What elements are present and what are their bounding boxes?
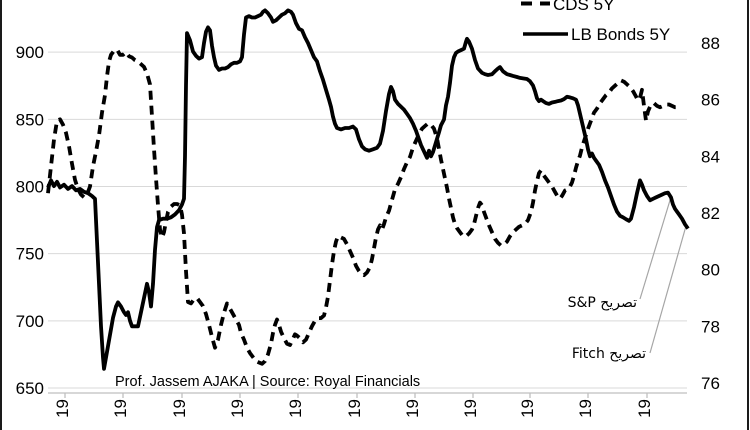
gridlines (48, 51, 687, 389)
legend-cds-label: CDS 5Y (553, 0, 614, 14)
x-axis-tick-label: 19 (286, 399, 305, 418)
legend-lb-label: LB Bonds 5Y (571, 25, 670, 44)
x-axis-tick-label: 19 (461, 399, 480, 418)
y-axis-left-tick-label: 850 (16, 110, 44, 129)
y-axis-right-tick-label: 88 (701, 34, 720, 53)
x-axis-ticks: 19 19 19 19 19 19 19 19 19 19 19 (53, 393, 654, 418)
y-axis-left-tick-label: 750 (16, 245, 44, 264)
x-axis-tick-label: 19 (518, 399, 537, 418)
x-axis-tick-label: 19 (403, 399, 422, 418)
source-credit: Prof. Jassem AJAKA | Source: Royal Finan… (115, 374, 420, 390)
x-axis-tick-label: 19 (576, 399, 595, 418)
sp-annotation-leader-line (639, 196, 672, 300)
data-series (46, 8, 690, 371)
y-axis-right-tick-label: 76 (701, 374, 720, 393)
fitch-statement-annotation: Fitch تصريح (572, 346, 646, 362)
x-axis-tick-label: 19 (228, 399, 247, 418)
y-axis-right-labels: 76 78 80 82 84 86 88 (701, 34, 720, 393)
y-axis-right-tick-label: 80 (701, 261, 720, 280)
x-axis-tick-label: 19 (53, 399, 72, 418)
cds-5y-line (46, 47, 682, 366)
y-axis-left-tick-label: 800 (16, 177, 44, 196)
y-axis-left-labels: 650 700 750 800 850 900 (16, 43, 44, 398)
y-axis-right-tick-label: 78 (701, 317, 720, 336)
x-axis-tick-label: 19 (345, 399, 364, 418)
x-axis-tick-label: 19 (170, 399, 189, 418)
legend: CDS 5Y LB Bonds 5Y (521, 0, 670, 44)
y-axis-left-tick-label: 650 (16, 379, 44, 398)
x-axis-tick-label: 19 (111, 399, 130, 418)
sp-statement-annotation: S&P تصريح (568, 295, 638, 311)
lb-bonds-5y-line (46, 8, 690, 371)
y-axis-left-tick-label: 700 (16, 312, 44, 331)
y-axis-left-tick-label: 900 (16, 43, 44, 62)
fitch-annotation-leader-line (649, 225, 687, 354)
y-axis-right-tick-label: 82 (701, 204, 720, 223)
y-axis-right-tick-label: 84 (701, 147, 720, 166)
y-axis-right-tick-label: 86 (701, 91, 720, 110)
x-axis-tick-label: 19 (635, 399, 654, 418)
